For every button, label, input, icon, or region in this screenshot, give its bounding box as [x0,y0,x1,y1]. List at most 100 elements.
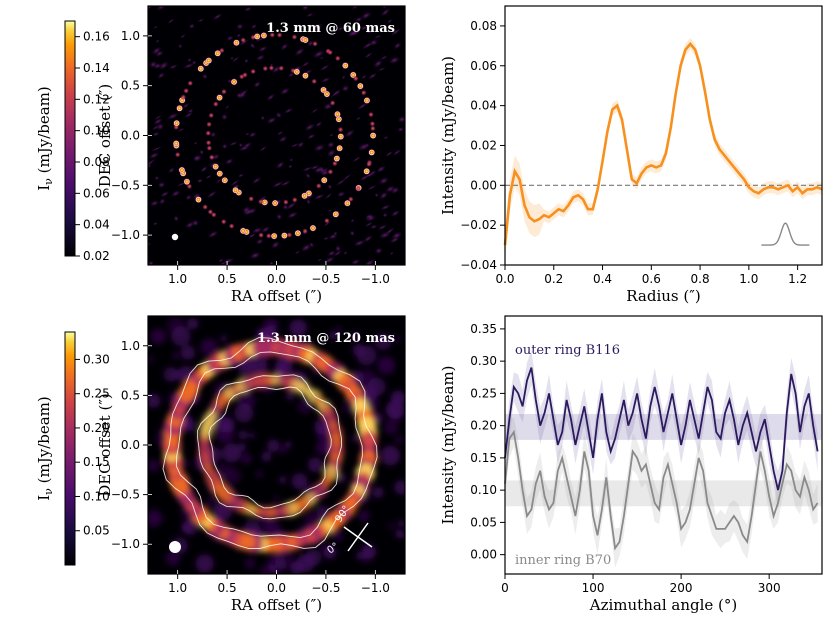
noise-blob [327,250,337,257]
noise-blob [328,209,332,213]
noise-blob [379,191,389,200]
noise-blob [181,460,189,468]
noise-blob [215,178,223,184]
noise-blob [275,357,293,375]
noise-blob [152,221,158,226]
colorbar-60mas: 0.16 0.14 0.12 0.10 0.08 0.06 0.04 0.02 Iν (mJy/… [35,20,110,263]
noise-blob [274,549,295,570]
ring-clump [370,125,376,132]
y-tick-label: −1.0 [111,537,140,551]
ring-clump [262,65,269,72]
noise-blob [327,184,333,190]
colorbar-tick-label: 0.04 [83,218,110,232]
noise-blob [166,316,185,335]
ring-clump [208,154,215,161]
noise-blob [383,135,389,140]
noise-blob [305,172,311,179]
noise-blob [297,398,313,414]
ring-clump [180,94,187,100]
y-tick-label: 0.05 [470,515,497,529]
noise-blob [392,148,402,156]
noise-blob [288,164,293,169]
noise-blob [323,236,329,241]
ring-clump [250,68,256,75]
noise-blob [312,49,325,59]
noise-blob [364,221,374,228]
ring-clump [315,183,322,189]
contour [212,163,219,170]
series-line [504,429,819,551]
noise-blob [380,7,391,17]
noise-blob [266,439,280,452]
noise-blob [332,249,343,258]
ring-clump [327,169,334,175]
noise-blob [384,150,394,158]
contour [216,94,223,101]
noise-blob [171,369,183,382]
noise-blob [210,131,217,138]
noise-blob [329,90,340,99]
ring-clump [183,88,189,94]
noise-blob [398,531,405,539]
ring-clump [332,160,338,167]
plot-frame [504,5,823,266]
noise-blob [319,56,324,60]
noise-blob [329,133,334,137]
y-tick-label: −0.5 [111,488,140,502]
noise-blob [260,115,266,121]
noise-blob [221,143,228,150]
noise-blob [374,192,379,198]
noise-blob [335,326,343,333]
y-tick-label: 0.30 [470,354,497,368]
noise-blob [373,34,382,39]
noise-blob [148,158,156,167]
noise-blob [337,26,344,32]
noise-blob [316,505,329,519]
noise-blob [343,251,348,255]
contour [350,72,356,78]
noise-blob [178,43,183,49]
noise-blob [277,444,288,455]
noise-blob [310,107,319,114]
profile-line [503,41,823,246]
noise-blob [150,328,166,345]
x-tick-label: 1.0 [168,272,187,286]
y-tick-label: 0.5 [121,388,140,402]
noise-blob [171,352,181,361]
noise-blob [237,173,244,178]
ring-clump [334,55,341,62]
noise-blob [320,77,331,83]
colorbar-tick-label: 0.15 [83,455,110,469]
noise-blob [376,67,387,72]
noise-blob [150,146,163,152]
ring-clump [366,161,372,167]
image-panel-120mas-plot-area: 90°0° [148,316,405,574]
noise-blob [287,72,295,78]
noise-blob [245,132,250,136]
noise-blob [248,131,257,138]
noise-blob [386,19,393,24]
ring-clump [212,101,219,107]
noise-blob [231,56,240,63]
ring-clump [278,65,285,72]
noise-blob [196,178,204,184]
noise-blob [373,59,383,69]
noise-blob [258,145,268,153]
contour [344,200,351,206]
noise-blob [326,149,336,158]
noise-blob [148,355,154,363]
noise-blob [313,144,326,152]
noise-blob [280,42,289,51]
contour [173,140,179,147]
noise-blob [319,63,331,72]
ring-clump [369,120,376,127]
image-panel-60mas-plot-area [148,6,405,265]
colorbar-tick-label: 0.10 [83,489,110,503]
noise-blob [170,190,181,198]
noise-blob [369,39,379,46]
noise-blob [336,191,346,198]
noise-blob [148,152,160,159]
ring-clump [360,89,367,96]
y-tick-label: 0.00 [470,178,497,192]
